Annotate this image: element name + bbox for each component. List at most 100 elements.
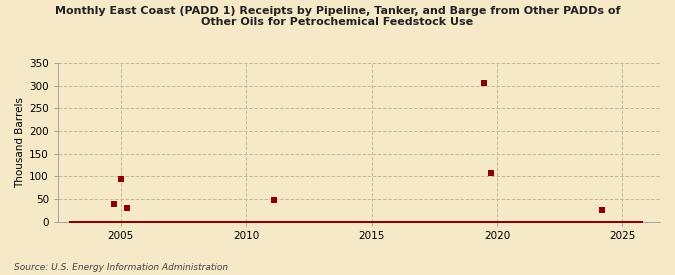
Point — [73, 219, 84, 224]
Point — [566, 219, 577, 224]
Point — [335, 219, 346, 224]
Point — [605, 219, 616, 224]
Point — [354, 219, 364, 224]
Point — [522, 219, 533, 224]
Point — [176, 219, 187, 224]
Point — [599, 219, 610, 224]
Point — [124, 219, 134, 224]
Point — [117, 219, 128, 224]
Point — [210, 219, 221, 224]
Point — [310, 219, 321, 224]
Point — [522, 219, 533, 224]
Point — [485, 171, 496, 175]
Point — [418, 219, 429, 224]
Point — [267, 219, 277, 224]
Point — [234, 219, 245, 224]
Point — [467, 219, 478, 224]
Point — [636, 219, 647, 224]
Point — [223, 219, 234, 224]
Point — [194, 219, 205, 224]
Point — [422, 219, 433, 224]
Point — [315, 219, 326, 224]
Point — [130, 219, 141, 224]
Point — [251, 219, 262, 224]
Point — [539, 219, 550, 224]
Point — [103, 219, 114, 224]
Point — [481, 219, 492, 224]
Point — [375, 219, 385, 224]
Point — [276, 219, 287, 224]
Point — [447, 219, 458, 224]
Point — [292, 219, 302, 224]
Point — [435, 219, 446, 224]
Point — [560, 219, 570, 224]
Point — [408, 219, 418, 224]
Point — [111, 219, 122, 224]
Point — [239, 219, 250, 224]
Point — [88, 219, 99, 224]
Point — [539, 219, 549, 224]
Point — [587, 219, 598, 224]
Point — [122, 206, 132, 210]
Point — [635, 219, 646, 224]
Point — [623, 219, 634, 224]
Point — [200, 219, 211, 224]
Point — [184, 219, 194, 224]
Point — [460, 219, 470, 224]
Point — [367, 219, 377, 224]
Point — [449, 219, 460, 224]
Point — [242, 219, 252, 224]
Point — [389, 219, 400, 224]
Point — [142, 219, 153, 224]
Point — [404, 219, 415, 224]
Point — [230, 219, 240, 224]
Point — [360, 219, 371, 224]
Point — [550, 219, 561, 224]
Point — [158, 219, 169, 224]
Point — [485, 219, 496, 224]
Point — [287, 219, 298, 224]
Point — [405, 219, 416, 224]
Point — [195, 219, 206, 224]
Point — [437, 219, 448, 224]
Point — [316, 219, 327, 224]
Point — [508, 219, 519, 224]
Point — [626, 219, 637, 224]
Point — [572, 219, 583, 224]
Point — [163, 219, 173, 224]
Point — [227, 219, 238, 224]
Point — [520, 219, 531, 224]
Point — [175, 219, 186, 224]
Point — [280, 219, 291, 224]
Point — [414, 219, 425, 224]
Point — [472, 219, 483, 224]
Point — [506, 219, 516, 224]
Point — [394, 219, 404, 224]
Point — [120, 219, 131, 224]
Point — [412, 219, 423, 224]
Point — [444, 219, 455, 224]
Point — [388, 219, 399, 224]
Point — [566, 219, 576, 224]
Point — [527, 219, 538, 224]
Point — [608, 219, 618, 224]
Point — [578, 219, 589, 224]
Point — [589, 219, 599, 224]
Point — [634, 219, 645, 224]
Point — [445, 219, 456, 224]
Point — [613, 219, 624, 224]
Point — [359, 219, 370, 224]
Point — [590, 219, 601, 224]
Point — [317, 219, 328, 224]
Point — [603, 219, 614, 224]
Point — [373, 219, 383, 224]
Point — [220, 219, 231, 224]
Point — [510, 219, 521, 224]
Point — [148, 219, 159, 224]
Point — [269, 219, 280, 224]
Point — [470, 219, 481, 224]
Point — [94, 219, 105, 224]
Point — [533, 219, 544, 224]
Point — [402, 219, 413, 224]
Point — [355, 219, 366, 224]
